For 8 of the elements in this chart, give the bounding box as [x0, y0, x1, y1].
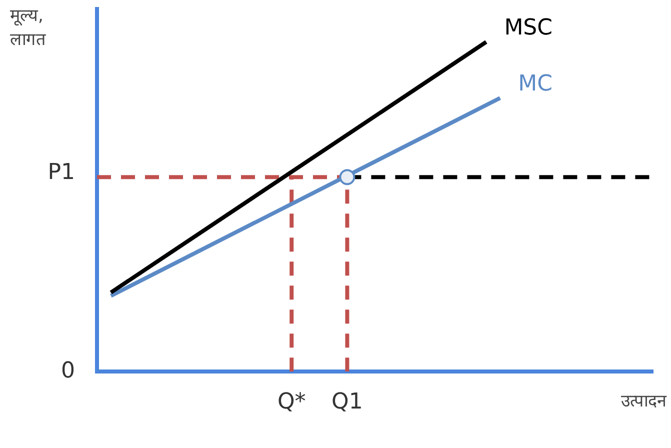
y-axis-title: मूल्य, लागत: [10, 6, 46, 50]
text: 0: [61, 358, 75, 384]
series-label: MC: [518, 72, 552, 97]
x-tick-label: Q1: [332, 390, 363, 415]
text: P1: [48, 160, 75, 185]
x-axis-title: उत्पादन: [621, 392, 667, 412]
series-label: MSC: [504, 16, 553, 41]
x-tick-label: Q*: [277, 390, 306, 415]
